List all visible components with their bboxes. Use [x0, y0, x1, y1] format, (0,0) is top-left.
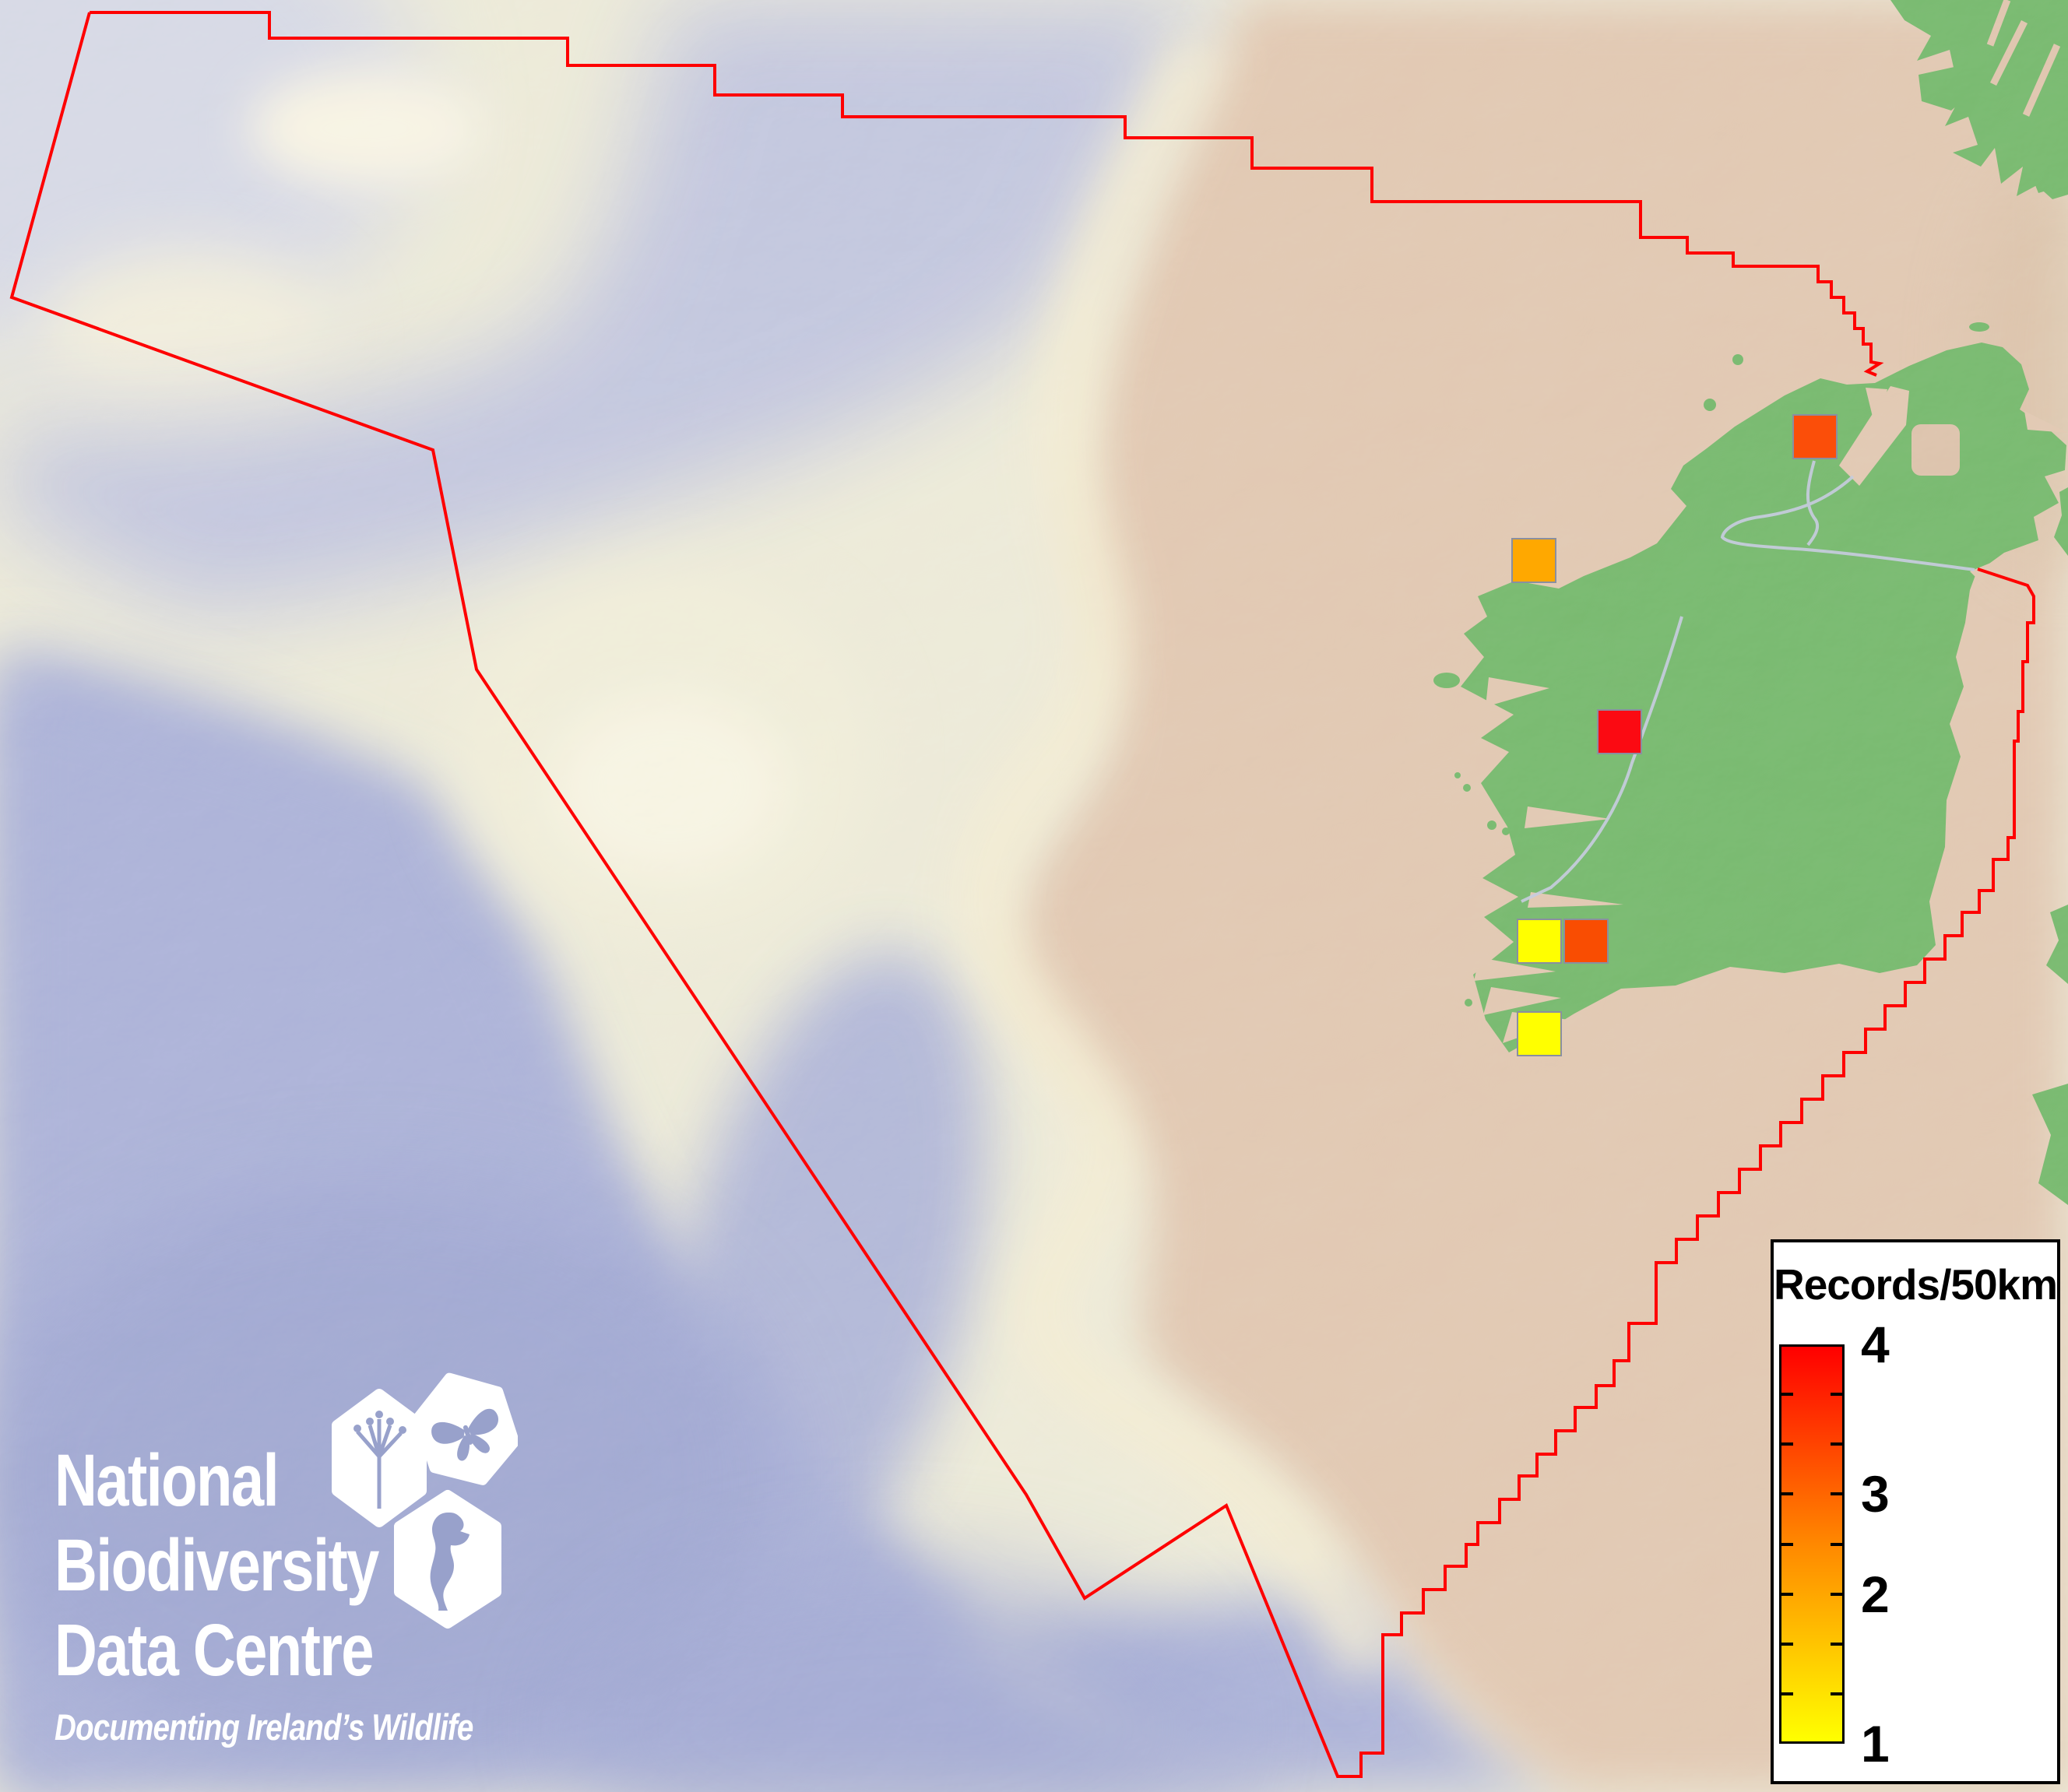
legend-tick	[1831, 1692, 1842, 1695]
logo-line-3: Data Centre	[55, 1609, 375, 1692]
logo-hexagons	[332, 1372, 518, 1629]
legend-tick	[1831, 1592, 1842, 1596]
seahorse-hexagon-icon	[394, 1490, 501, 1629]
nbdc-logo: National Biodiversity Data Centre Docume…	[55, 1372, 565, 1748]
legend-tick	[1831, 1393, 1842, 1397]
butterfly-hexagon-icon	[413, 1372, 518, 1485]
legend-tick	[1781, 1592, 1793, 1596]
legend-tick	[1781, 1542, 1793, 1546]
legend-value-label: 4	[1861, 1316, 1890, 1373]
record-square	[1792, 414, 1838, 459]
legend-value-label: 2	[1861, 1565, 1890, 1623]
legend-tick	[1831, 1492, 1842, 1496]
legend-value-label: 3	[1861, 1465, 1890, 1523]
designated-area-boundary	[9, 11, 2035, 1778]
legend-tick	[1781, 1442, 1793, 1446]
legend-value-label: 1	[1861, 1715, 1890, 1773]
logo-tagline: Documenting Ireland’s Wildlife	[55, 1706, 473, 1748]
record-square	[1517, 919, 1562, 964]
record-square	[1597, 709, 1642, 754]
record-square	[1511, 538, 1556, 583]
legend-tick	[1781, 1642, 1793, 1646]
legend-tick	[1781, 1393, 1793, 1397]
legend-tick	[1781, 1492, 1793, 1496]
plant-hexagon-icon	[332, 1389, 427, 1527]
logo-line-1: National	[55, 1439, 280, 1522]
legend-tick	[1831, 1542, 1842, 1546]
legend-tick	[1831, 1442, 1842, 1446]
legend-tick	[1831, 1642, 1842, 1646]
record-square	[1563, 919, 1609, 964]
legend: Records/50km 4 3 2 1	[1771, 1239, 2060, 1784]
logo-line-2: Biodiversity	[55, 1524, 379, 1607]
legend-title: Records/50km	[1774, 1260, 2058, 1309]
record-square	[1517, 1011, 1562, 1056]
legend-tick	[1781, 1692, 1793, 1695]
